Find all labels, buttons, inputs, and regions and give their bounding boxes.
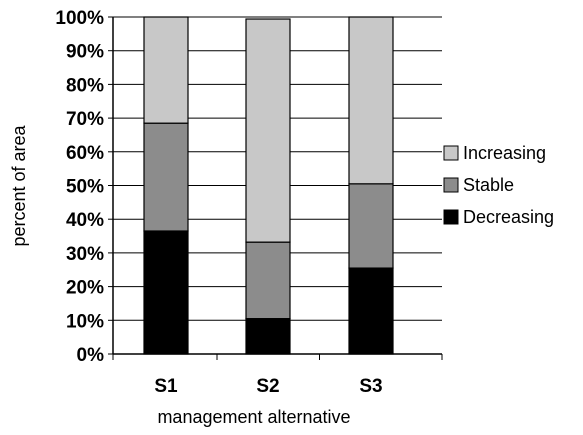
bar-s3-stable — [348, 183, 394, 269]
bar-s1-increasing — [143, 16, 189, 124]
y-tick-label: 60% — [66, 143, 104, 164]
bar-s1-stable — [143, 122, 189, 232]
bar-s1-decreasing — [143, 230, 189, 355]
x-axis-title: management alternative — [157, 407, 350, 427]
x-tick-label-s3: S3 — [359, 376, 382, 397]
y-ticks: 0% 10% 20% 30% 40% 50% 60% 70% 80% 90% 100% — [55, 8, 113, 366]
legend-label-decreasing: Decreasing — [463, 207, 554, 227]
y-tick-label: 70% — [66, 109, 104, 130]
y-tick-label: 10% — [66, 311, 104, 332]
bar-s3-increasing — [348, 16, 394, 185]
y-tick-label: 40% — [66, 210, 104, 231]
y-tick-label: 90% — [66, 42, 104, 63]
y-tick-label: 30% — [66, 244, 104, 265]
y-tick-label: 100% — [55, 8, 104, 29]
legend-label-increasing: Increasing — [463, 143, 546, 163]
y-axis-title: percent of area — [9, 124, 29, 246]
legend-swatch-increasing — [443, 145, 459, 161]
legend-swatch-stable — [443, 177, 459, 193]
bar-s2-decreasing — [245, 318, 291, 355]
y-tick-label: 0% — [77, 345, 105, 366]
y-tick-label: 20% — [66, 278, 104, 299]
y-tick-label: 50% — [66, 177, 104, 198]
x-tick-label-s1: S1 — [154, 376, 178, 397]
bar-s2-stable — [245, 241, 291, 320]
bars — [143, 16, 394, 355]
bar-s3-decreasing — [348, 267, 394, 355]
x-ticks: S1 S2 S3 — [112, 354, 443, 397]
bar-s2-increasing — [245, 18, 291, 243]
legend: Increasing Stable Decreasing — [443, 143, 554, 227]
x-tick-label-s2: S2 — [256, 376, 279, 397]
y-tick-label: 80% — [66, 75, 104, 96]
legend-swatch-decreasing — [443, 209, 459, 225]
legend-label-stable: Stable — [463, 175, 514, 195]
